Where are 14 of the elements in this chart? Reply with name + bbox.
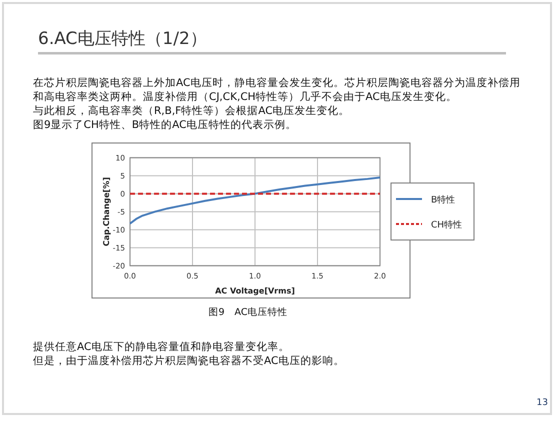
text: 与此相反，高电容率类（R,B,F特性等）会根据AC电压发生变化。 <box>33 104 350 117</box>
chart-title: 6.AC电压特性（1/2） <box>38 29 207 49</box>
text: 13 <box>536 398 548 408</box>
text: 提供任意AC电压下的静电容量值和静电容量变化率。 <box>33 340 290 353</box>
caption: 图9 AC电压特性 <box>208 306 288 318</box>
text: 和高电容率类这两种。温度补偿用（CJ,CK,CH特性等）几乎不会由于AC电压发生变化。 <box>33 90 457 103</box>
text: 在芯片积层陶瓷电容器上外加AC电压时，静电容量会发生变化。芯片积层陶瓷电容器分为温度补偿用 <box>33 76 520 89</box>
legend-label: CH特性 <box>431 220 462 230</box>
x-axis-title: AC Voltage[Vrms] <box>215 286 295 296</box>
line-series <box>129 176 381 225</box>
y-axis-title: Cap.Change[%] <box>102 177 111 246</box>
caption: 图9显示了CH特性、B特性的AC电压特性的代表示例。 <box>33 118 296 131</box>
legend-label: B特性 <box>431 194 456 206</box>
text: 但是，由于温度补偿用芯片积层陶瓷电容器不受AC电压的影响。 <box>33 354 344 367</box>
